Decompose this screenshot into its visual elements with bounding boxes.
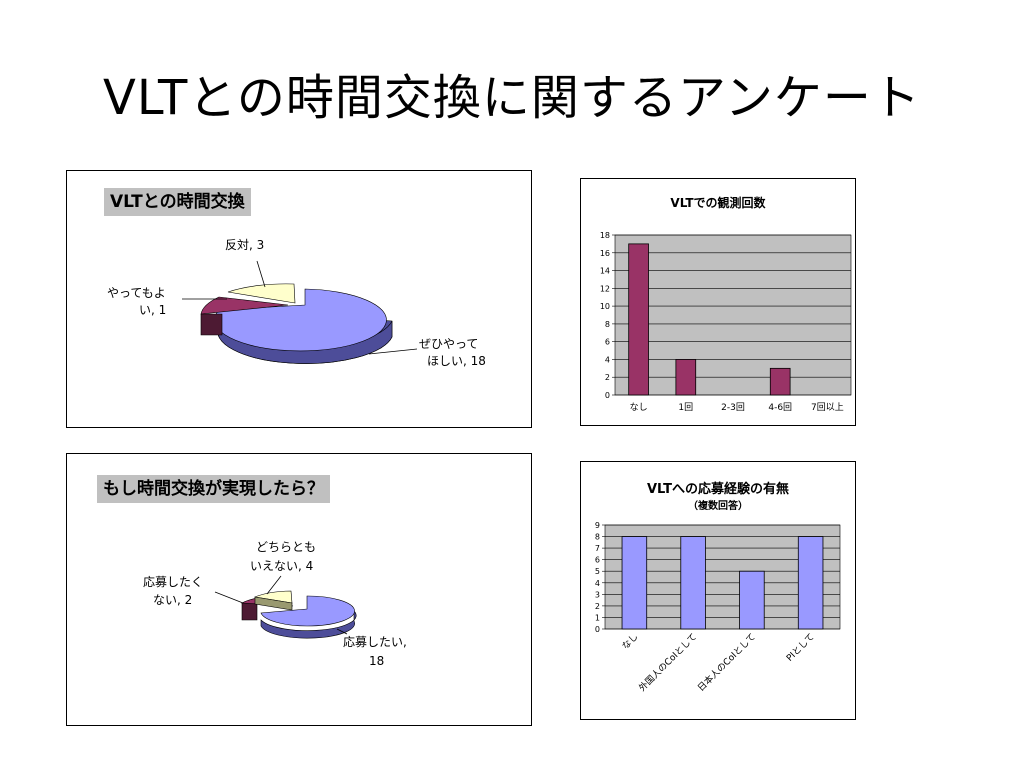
data-label-undecided-line2: いえない, 4 [250,559,314,573]
data-label-no-apply-line2: ない, 2 [153,593,193,607]
chart-title: VLTでの観測回数 [670,196,766,210]
leader-line [256,260,266,288]
y-tick-label: 4 [595,579,600,588]
pie-slice-main [260,595,355,627]
data-label-ok-line2: い, 1 [139,303,167,317]
data-label-oppose: 反対, 3 [225,238,265,252]
bar-chart-observation-count: VLTでの観測回数 0 2 4 6 8 10 12 14 16 18 なし 1回 2-3回 4-6回 7回以… [580,178,856,426]
x-tick-label: PIとして [784,631,816,663]
bar [675,359,697,396]
y-tick-label: 16 [600,249,610,258]
x-tick-label: なし [630,402,648,413]
y-tick-label: 8 [595,533,600,542]
bar [769,367,791,396]
x-tick-label: 外国人のCoIとして [636,631,699,694]
pie-slice-side-second [241,602,258,621]
pie-slice-side-second [200,313,223,336]
y-tick-label: 7 [595,544,600,553]
y-tick-label: 2 [605,373,610,382]
data-label-ok-line1: やってもよ [107,286,166,300]
chart-title: VLTへの応募経験の有無 [646,482,790,497]
chart-title: VLTとの時間交換 [104,188,251,216]
y-tick-label: 14 [600,267,610,276]
bar-plot: 0 2 4 6 8 10 12 14 16 18 なし 1回 2-3回 4-6回 7回以上 [600,231,852,413]
bar-chart-application-experience: VLTへの応募経験の有無 （複数回答） 0 1 2 3 4 5 6 7 8 9 なし 外国人のCoIと… [580,461,856,720]
x-tick-label: 4-6回 [768,402,792,413]
bar [628,243,649,396]
y-tick-label: 5 [595,567,600,576]
y-tick-label: 0 [605,391,610,400]
data-label-no-apply-line1: 応募したく [143,575,204,589]
pie-graphic [214,575,357,639]
chart-subtitle: （複数回答） [688,501,748,512]
pie-slice-third [227,283,296,304]
data-label-undecided-line1: どちらとも [256,540,317,554]
data-label-want-line1: ぜひやって [419,337,479,351]
chart-title: もし時間交換が実現したら？ [97,475,330,503]
y-tick-label: 4 [605,355,610,364]
data-label-want-line2: ほしい, 18 [427,354,486,368]
y-tick-label: 6 [595,556,600,565]
x-tick-label: 1回 [678,402,693,413]
x-tick-label: 2-3回 [721,402,745,413]
y-tick-label: 18 [600,231,610,240]
y-tick-label: 2 [595,602,600,611]
leader-line [368,348,418,355]
y-tick-label: 9 [595,521,600,530]
bar [739,570,765,630]
bar [680,536,706,630]
bar [621,536,648,630]
pie-chart-if-realized: もし時間交換が実現したら？ どちらとも いえない, 4 応募したく ない, 2 … [66,453,532,726]
leader-line [266,575,282,595]
leader-line [336,628,348,635]
pie-slice-side-main [260,610,357,639]
pie-slice-main [214,288,387,352]
pie-slice-side-third [254,596,293,611]
slide-title: VLTとの時間交換に関するアンケート [103,70,921,126]
x-tick-label: なし [620,631,641,652]
bar [797,536,824,630]
pie-chart-time-exchange: VLTとの時間交換 反対, 3 やってもよ い, 1 ぜひやって ほしい, 18 [66,170,532,428]
data-label-apply-line2: 18 [369,654,385,668]
y-tick-label: 8 [605,320,610,329]
y-tick-label: 1 [595,613,600,622]
pie-graphic [182,260,418,364]
data-label-apply-line1: 応募したい, [343,635,407,649]
plot-area [614,234,852,396]
y-tick-label: 10 [600,302,610,311]
y-tick-label: 0 [595,625,600,634]
y-tick-label: 6 [605,338,610,347]
pie-slice-second [200,296,289,315]
x-tick-label: 7回以上 [811,402,844,413]
y-tick-label: 12 [600,284,610,293]
leader-line [214,591,244,604]
x-tick-label: 日本人のCoIとして [695,631,758,694]
y-tick-label: 3 [595,590,600,599]
